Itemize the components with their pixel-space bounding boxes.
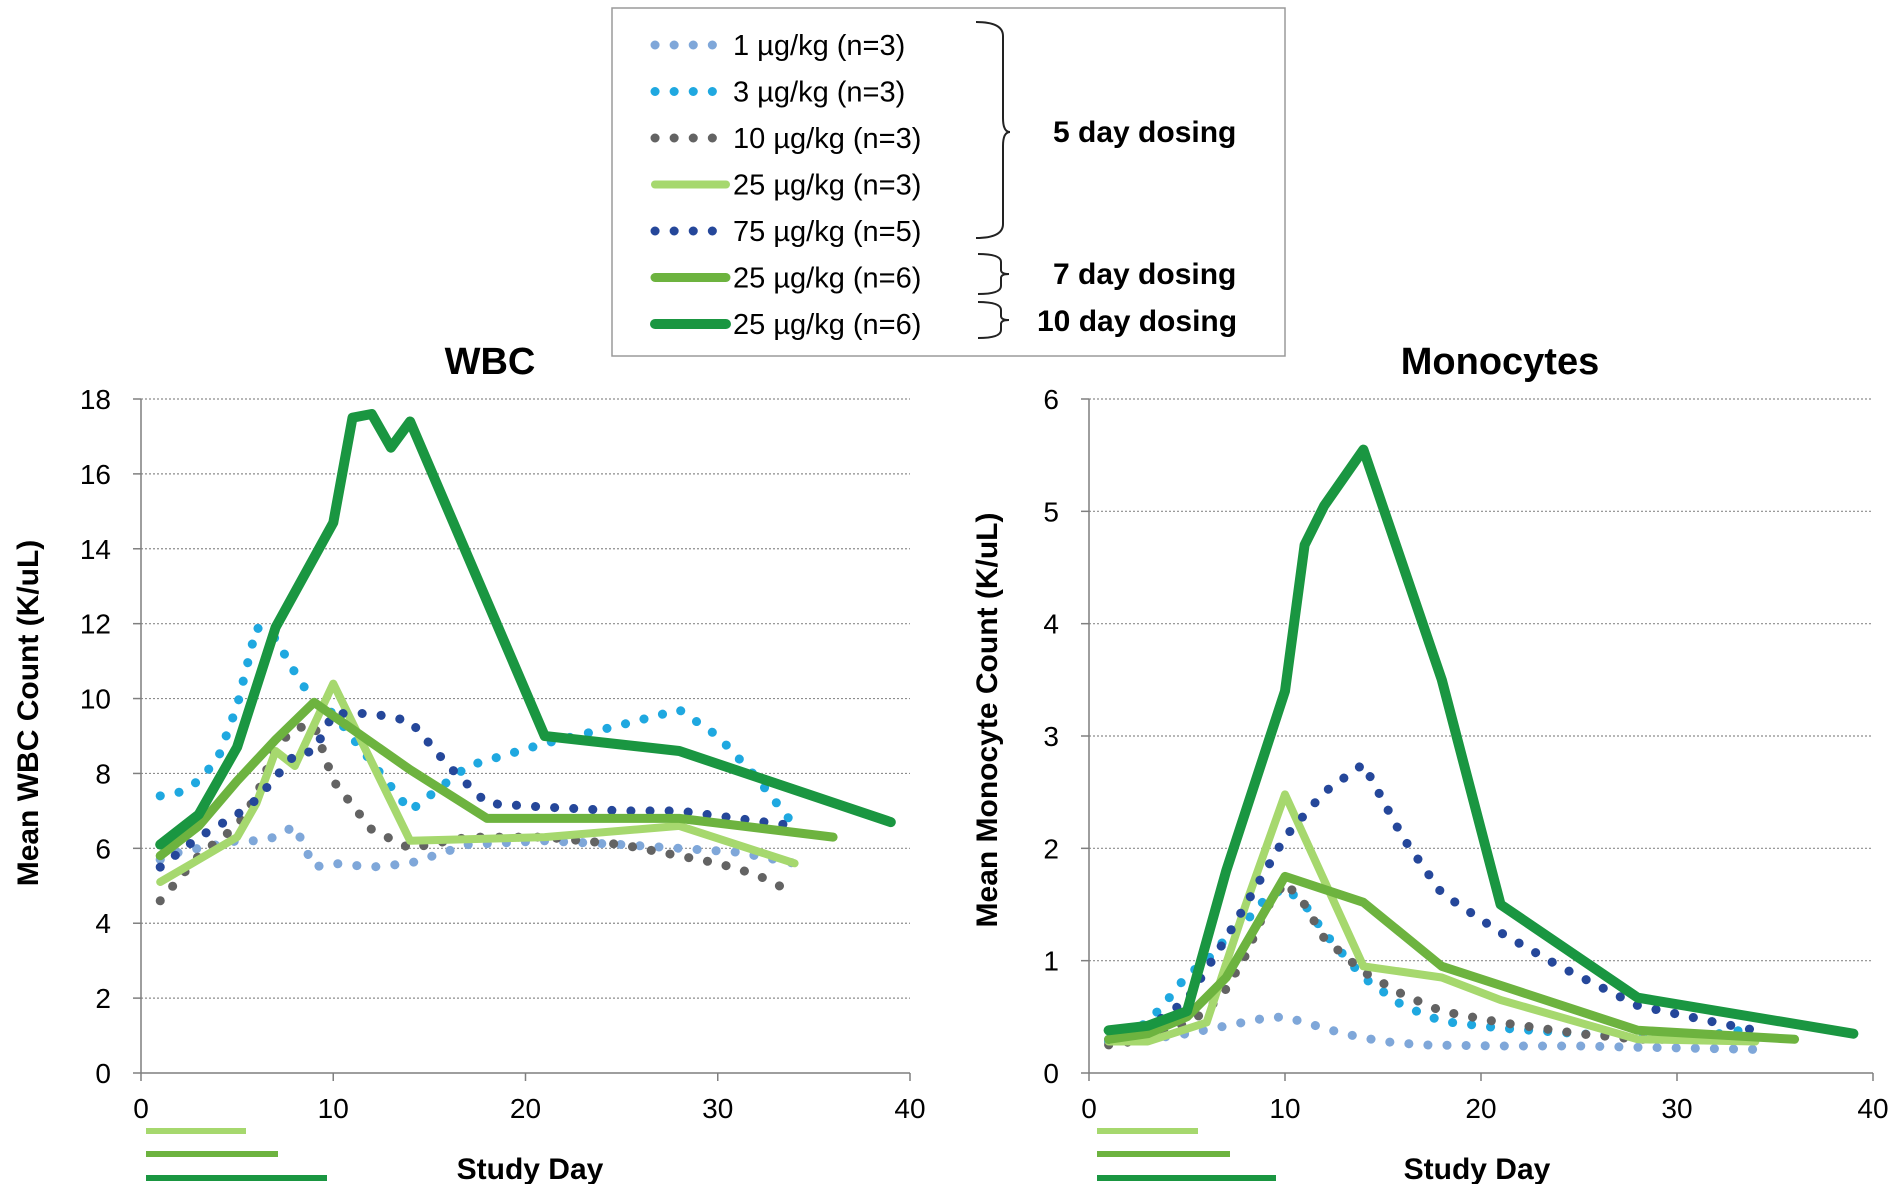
wbc-y-tick-label: 12 [80,609,111,640]
wbc-y-tick-label: 14 [80,534,111,565]
legend-label-1: 3 µg/kg (n=3) [733,77,905,109]
monocytes-x-tick-label: 40 [1857,1093,1888,1124]
legend-label-0: 1 µg/kg (n=3) [733,30,905,62]
monocytes-y-tick-label: 1 [1043,946,1059,977]
wbc-y-tick-label: 10 [80,684,111,715]
legend-label-5: 25 µg/kg (n=6) [733,263,921,295]
monocytes-series-5 [1104,871,1800,1044]
legend-entries: 1 µg/kg (n=3) 3 µg/kg (n=3) 10 µg/kg (n=3)… [650,30,921,341]
legend-label-2: 10 µg/kg (n=3) [733,123,921,155]
group-brace-7day [977,253,1010,295]
monocytes-chart-title: Monocytes [1401,341,1599,383]
wbc-y-tick-label: 8 [95,758,111,789]
wbc-x-tick-label: 10 [318,1093,349,1124]
monocytes-x-tick-label: 30 [1661,1093,1692,1124]
monocytes-y-tick-label: 0 [1043,1058,1059,1089]
wbc-y-tick-label: 2 [95,983,111,1014]
monocytes-x-axis-label: Study Day [1404,1153,1551,1184]
monocytes-series-3 [1104,790,1760,1046]
legend: 1 µg/kg (n=3) 3 µg/kg (n=3) 10 µg/kg (n=3)… [611,7,1286,357]
monocytes-y-tick-label: 4 [1043,609,1059,640]
wbc-y-axis-label: Mean WBC Count (K/uL) [12,540,45,887]
monocytes-x-tick-label: 20 [1465,1093,1496,1124]
wbc-y-tick-label: 6 [95,833,111,864]
monocytes-series-6 [1103,444,1859,1039]
group-label-10day: 10 day dosing [1037,305,1237,338]
wbc-series-3 [156,679,799,886]
group-brace-10day [977,301,1010,339]
monocytes-y-tick-label: 2 [1043,833,1059,864]
wbc-x-axis-label: Study Day [457,1153,604,1184]
wbc-dosing-bars [146,1128,327,1181]
wbc-y-tick-label: 0 [95,1058,111,1089]
legend-label-4: 75 µg/kg (n=5) [733,216,921,248]
wbc-x-tick-label: 0 [133,1093,149,1124]
wbc-x-tick-label: 40 [894,1093,925,1124]
monocytes-y-tick-label: 6 [1043,384,1059,415]
wbc-x-tick-label: 20 [510,1093,541,1124]
wbc-chart-title: WBC [445,341,536,383]
wbc-y-tick-label: 18 [80,384,111,415]
monocytes-y-axis-label: Mean Monocyte Count (K/uL) [971,513,1004,928]
wbc-x-tick-label: 30 [702,1093,733,1124]
group-label-7day: 7 day dosing [1053,258,1236,291]
monocytes-series-0 [1104,1012,1760,1054]
legend-label-3: 25 µg/kg (n=3) [733,170,921,202]
monocytes-dosing-bars [1097,1128,1276,1181]
legend-label-6: 25 µg/kg (n=6) [733,309,921,341]
wbc-series-6 [155,409,896,850]
wbc-chart: WBC Mean WBC Count (K/uL) Study Day 0 2 4 6… [12,341,926,1184]
monocytes-series-2 [1104,877,1760,1050]
wbc-series-5 [155,697,838,861]
monocytes-x-tick-label: 10 [1269,1093,1300,1124]
group-label-5day: 5 day dosing [1053,116,1236,149]
wbc-plot-area: 0 2 4 6 8 10 12 14 16 18 0 10 20 30 40 [80,384,926,1124]
monocytes-plot-area: 0 1 2 3 4 5 6 0 10 20 30 40 [1043,384,1888,1124]
group-brace-5day [975,21,1011,239]
monocytes-y-tick-label: 3 [1043,721,1059,752]
wbc-y-tick-label: 4 [95,908,111,939]
monocytes-x-tick-label: 0 [1081,1093,1097,1124]
monocytes-y-tick-label: 5 [1043,496,1059,527]
wbc-y-tick-label: 16 [80,459,111,490]
wbc-series-2 [155,720,800,906]
monocytes-chart: Monocytes Mean Monocyte Count (K/uL) Stu… [971,341,1889,1184]
